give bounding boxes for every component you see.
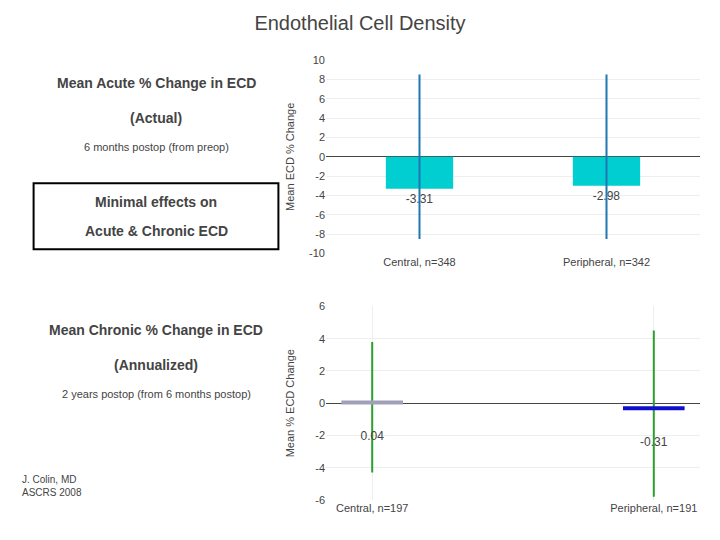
svg-text:Central, n=348: Central, n=348 (383, 256, 455, 268)
svg-text:Peripheral, n=342: Peripheral, n=342 (563, 256, 650, 268)
svg-text:J. Colin, MDASCRS 2008: J. Colin, MDASCRS 2008 (22, 474, 82, 498)
svg-text:-2: -2 (315, 429, 325, 441)
svg-text:-4: -4 (315, 462, 325, 474)
svg-text:Mean Chronic % Change in ECD: Mean Chronic % Change in ECD (49, 322, 263, 338)
svg-text:10: 10 (313, 54, 325, 66)
svg-text:0.04: 0.04 (361, 429, 385, 443)
svg-text:-3.31: -3.31 (406, 192, 434, 206)
svg-text:0: 0 (319, 397, 325, 409)
svg-text:-2: -2 (315, 170, 325, 182)
svg-text:0: 0 (319, 151, 325, 163)
svg-text:2: 2 (319, 365, 325, 377)
svg-text:Peripheral, n=191: Peripheral, n=191 (610, 502, 697, 514)
svg-text:-0.31: -0.31 (640, 435, 668, 449)
svg-text:Acute & Chronic ECD: Acute & Chronic ECD (85, 223, 228, 239)
svg-text:-6: -6 (315, 494, 325, 506)
svg-text:4: 4 (319, 112, 325, 124)
svg-text:-8: -8 (315, 228, 325, 240)
svg-text:Mean % ECD Change: Mean % ECD Change (284, 349, 296, 457)
svg-text:-2.98: -2.98 (593, 189, 621, 203)
svg-text:6 months postop (from preop): 6 months postop (from preop) (84, 141, 229, 153)
svg-text:2: 2 (319, 131, 325, 143)
svg-text:4: 4 (319, 333, 325, 345)
svg-text:Endothelial Cell Density: Endothelial Cell Density (254, 12, 465, 34)
svg-text:(Actual): (Actual) (130, 110, 182, 126)
svg-text:6: 6 (319, 93, 325, 105)
svg-text:Minimal effects on: Minimal effects on (95, 194, 217, 210)
svg-text:(Annualized): (Annualized) (114, 357, 198, 373)
svg-text:2 years postop (from 6 months: 2 years postop (from 6 months postop) (62, 388, 251, 400)
svg-text:Mean Acute % Change in ECD: Mean Acute % Change in ECD (57, 75, 256, 91)
svg-text:Central, n=197: Central, n=197 (336, 502, 408, 514)
svg-text:-4: -4 (315, 189, 325, 201)
svg-text:-6: -6 (315, 209, 325, 221)
svg-text:Mean ECD % Change: Mean ECD % Change (284, 103, 296, 211)
svg-text:8: 8 (319, 73, 325, 85)
svg-text:-10: -10 (309, 247, 325, 259)
svg-text:6: 6 (319, 300, 325, 312)
